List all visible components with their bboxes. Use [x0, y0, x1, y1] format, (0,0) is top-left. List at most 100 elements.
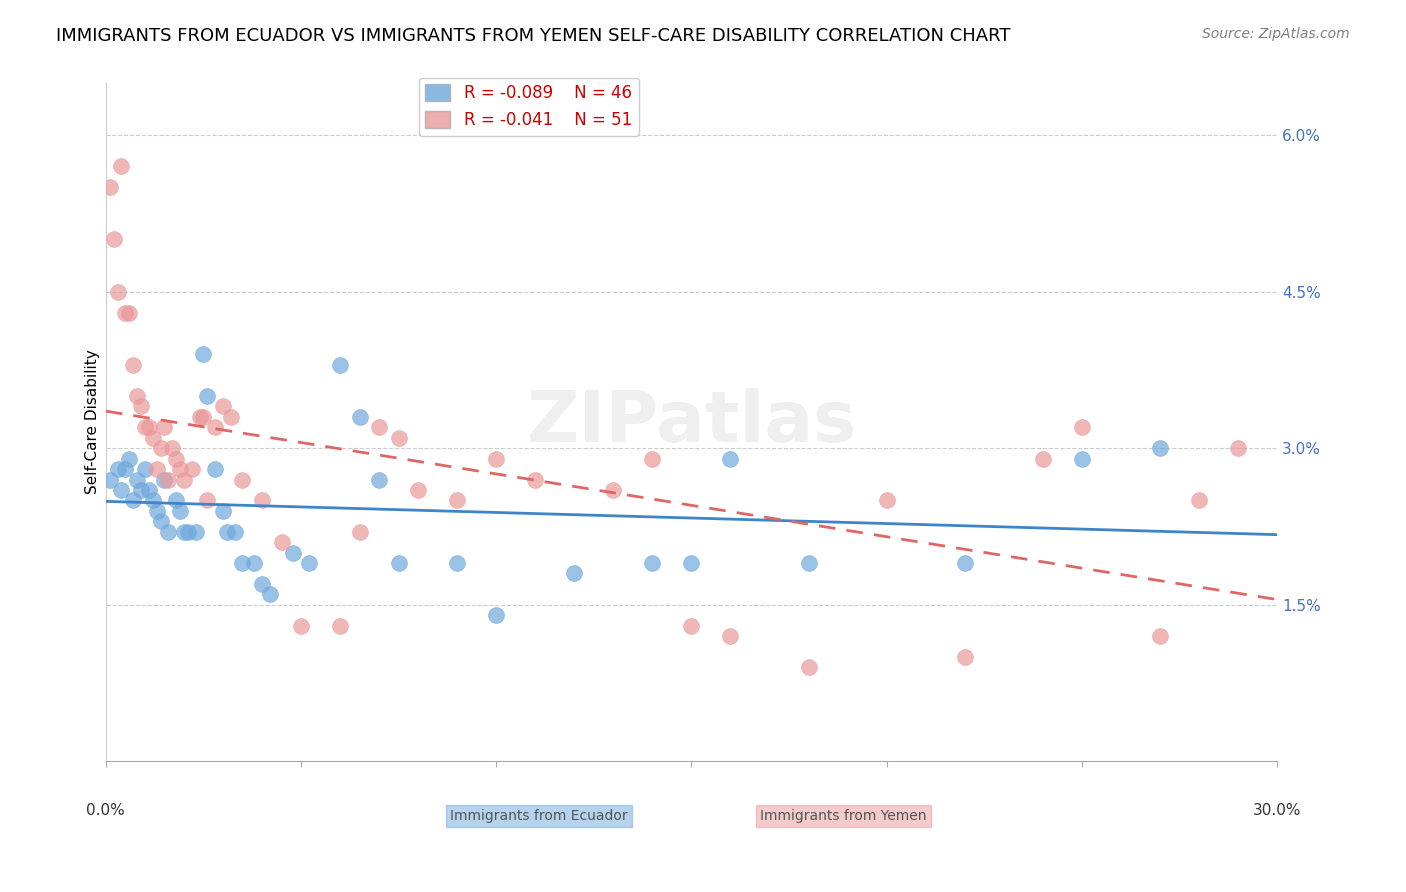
Point — [290, 618, 312, 632]
Point — [138, 420, 160, 434]
Point — [107, 462, 129, 476]
Point — [250, 493, 273, 508]
Point — [215, 524, 238, 539]
Point — [149, 514, 172, 528]
Point — [165, 493, 187, 508]
Point — [602, 483, 624, 497]
Point — [153, 473, 176, 487]
Point — [114, 305, 136, 319]
Point — [142, 431, 165, 445]
Text: 0.0%: 0.0% — [87, 803, 125, 818]
Point — [349, 409, 371, 424]
Point — [446, 556, 468, 570]
Text: Source: ZipAtlas.com: Source: ZipAtlas.com — [1202, 27, 1350, 41]
Point — [212, 400, 235, 414]
Point — [953, 650, 976, 665]
Point — [1188, 493, 1211, 508]
Point — [283, 546, 305, 560]
Point — [204, 462, 226, 476]
Point — [122, 493, 145, 508]
Point — [259, 587, 281, 601]
Point — [1032, 451, 1054, 466]
Point — [153, 420, 176, 434]
Point — [129, 483, 152, 497]
Point — [145, 462, 167, 476]
Point — [1070, 420, 1092, 434]
Point — [876, 493, 898, 508]
Point — [118, 451, 141, 466]
Point — [953, 556, 976, 570]
Point — [485, 608, 508, 623]
Point — [219, 409, 242, 424]
Point — [524, 473, 547, 487]
Point — [368, 473, 391, 487]
Point — [270, 535, 292, 549]
Text: ZIPatlas: ZIPatlas — [526, 388, 856, 457]
Point — [127, 389, 149, 403]
Point — [98, 473, 121, 487]
Point — [562, 566, 585, 581]
Point — [169, 504, 191, 518]
Point — [145, 504, 167, 518]
Point — [231, 556, 253, 570]
Point — [349, 524, 371, 539]
Point — [231, 473, 253, 487]
Point — [1149, 441, 1171, 455]
Point — [368, 420, 391, 434]
Point — [1149, 629, 1171, 643]
Point — [1226, 441, 1249, 455]
Point — [641, 556, 664, 570]
Point — [298, 556, 321, 570]
Point — [193, 409, 215, 424]
Point — [157, 524, 180, 539]
Point — [188, 409, 211, 424]
Point — [406, 483, 429, 497]
Point — [681, 556, 703, 570]
Point — [122, 358, 145, 372]
Point — [195, 389, 218, 403]
Point — [138, 483, 160, 497]
Text: Immigrants from Ecuador: Immigrants from Ecuador — [450, 809, 628, 823]
Point — [204, 420, 226, 434]
Text: 30.0%: 30.0% — [1253, 803, 1301, 818]
Point — [720, 451, 742, 466]
Point — [114, 462, 136, 476]
Point — [127, 473, 149, 487]
Point — [212, 504, 235, 518]
Point — [129, 400, 152, 414]
Point — [173, 524, 195, 539]
Point — [110, 483, 132, 497]
Point — [98, 180, 121, 194]
Legend: R = -0.089    N = 46, R = -0.041    N = 51: R = -0.089 N = 46, R = -0.041 N = 51 — [419, 78, 638, 136]
Point — [103, 232, 125, 246]
Point — [160, 441, 183, 455]
Point — [177, 524, 200, 539]
Point — [107, 285, 129, 299]
Point — [388, 556, 411, 570]
Text: IMMIGRANTS FROM ECUADOR VS IMMIGRANTS FROM YEMEN SELF-CARE DISABILITY CORRELATIO: IMMIGRANTS FROM ECUADOR VS IMMIGRANTS FR… — [56, 27, 1011, 45]
Point — [193, 347, 215, 361]
Point — [142, 493, 165, 508]
Point — [224, 524, 246, 539]
Point — [149, 441, 172, 455]
Point — [250, 577, 273, 591]
Point — [118, 305, 141, 319]
Point — [157, 473, 180, 487]
Point — [169, 462, 191, 476]
Point — [134, 462, 156, 476]
Point — [243, 556, 266, 570]
Point — [134, 420, 156, 434]
Point — [446, 493, 468, 508]
Point — [388, 431, 411, 445]
Point — [195, 493, 218, 508]
Point — [173, 473, 195, 487]
Point — [720, 629, 742, 643]
Point — [329, 618, 352, 632]
Point — [797, 660, 820, 674]
Point — [329, 358, 352, 372]
Point — [165, 451, 187, 466]
Point — [184, 524, 207, 539]
Point — [797, 556, 820, 570]
Text: Immigrants from Yemen: Immigrants from Yemen — [761, 809, 927, 823]
Y-axis label: Self-Care Disability: Self-Care Disability — [86, 350, 100, 494]
